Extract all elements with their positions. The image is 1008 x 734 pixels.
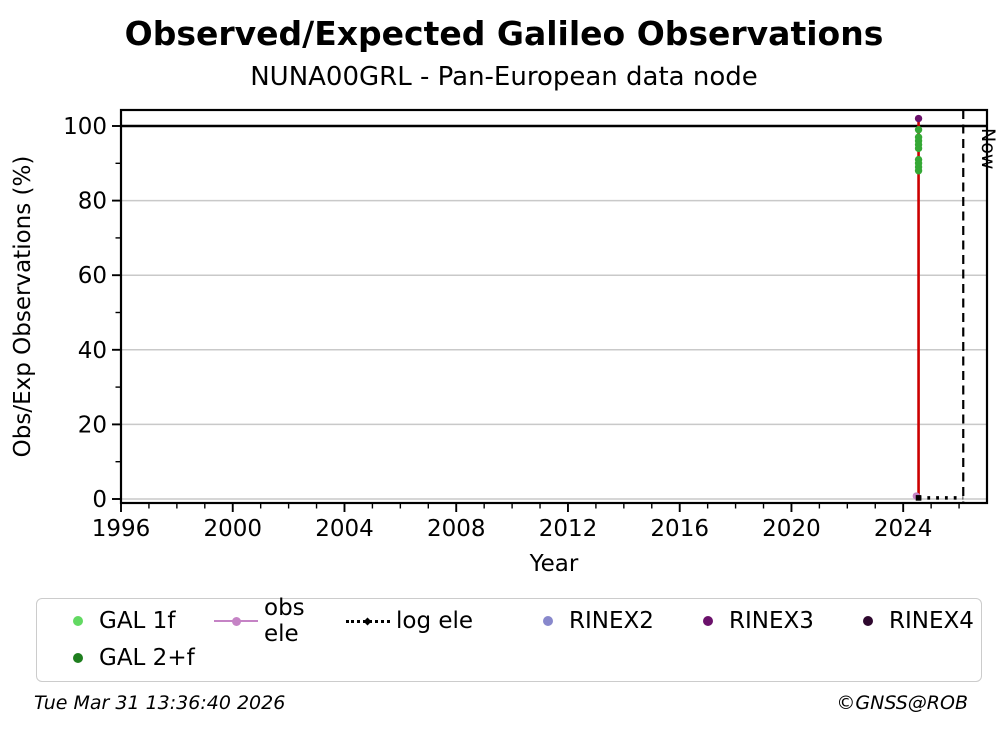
legend-item-log-ele: log ele [346, 608, 535, 634]
marker-RINEX3 [914, 114, 923, 123]
x-axis-label: Year [529, 551, 579, 577]
x-tick-label: 1996 [92, 516, 151, 542]
x-tick-label: 2000 [203, 516, 262, 542]
legend-label: RINEX3 [729, 608, 814, 634]
marker-GAL-2+f [914, 144, 923, 153]
x-tick-label: 2020 [762, 516, 821, 542]
legend-row-2: GAL 2+f [65, 639, 214, 677]
legend: GAL 1f obs ele log ele RINEX2 RINEX3 RINEX4 G… [36, 595, 985, 682]
y-tick-label: 100 [63, 114, 107, 140]
credit: ©GNSS@ROB [836, 692, 968, 714]
legend-marker-dot-icon [855, 615, 881, 627]
legend-label: RINEX4 [889, 608, 974, 634]
legend-marker-line-icon [214, 615, 258, 627]
legend-label: GAL 2+f [99, 645, 195, 671]
y-tick-label: 40 [78, 338, 107, 364]
plot-border [119, 108, 989, 505]
legend-marker-dot-icon [695, 615, 721, 627]
legend-item-rinex2: RINEX2 [535, 608, 695, 634]
legend-item-gal-2-f: GAL 2+f [65, 645, 214, 671]
chart-subtitle: NUNA00GRL - Pan-European data node [250, 62, 758, 92]
y-tick-label: 60 [78, 263, 107, 289]
legend-label: obs ele [264, 595, 305, 647]
x-tick-label: 2004 [315, 516, 374, 542]
legend-row-1: GAL 1f obs ele log ele RINEX2 RINEX3 RINEX4 [65, 595, 985, 647]
marker-GAL-2+f [914, 126, 923, 134]
legend-label: GAL 1f [99, 608, 176, 634]
legend-marker-dot-icon [535, 615, 561, 627]
marker-GAL-2+f [914, 167, 923, 175]
x-tick-label: 2012 [539, 516, 598, 542]
y-tick-label: 80 [78, 189, 107, 215]
legend-marker-dot-icon [65, 615, 91, 627]
chart-title: Observed/Expected Galileo Observations [124, 14, 884, 53]
legend-item-rinex3: RINEX3 [695, 608, 855, 634]
legend-item-rinex4: RINEX4 [855, 608, 985, 634]
y-axis-label: Obs/Exp Observations (%) [10, 156, 36, 458]
legend-marker-dotted-line-icon [346, 615, 390, 627]
legend-item-gal-1f: GAL 1f [65, 608, 214, 634]
timestamp: Tue Mar 31 13:36:40 2026 [34, 692, 286, 714]
x-tick-label: 2016 [650, 516, 709, 542]
y-tick-label: 0 [92, 487, 107, 513]
marker-log-ele [915, 495, 922, 501]
x-tick-label: 2008 [427, 516, 486, 542]
legend-item-obs-ele: obs ele [214, 595, 346, 647]
y-tick-label: 20 [78, 412, 107, 438]
legend-label: log ele [396, 608, 474, 634]
legend-marker-dot-icon [65, 652, 91, 664]
x-tick-label: 2024 [874, 516, 933, 542]
legend-label: RINEX2 [569, 608, 654, 634]
